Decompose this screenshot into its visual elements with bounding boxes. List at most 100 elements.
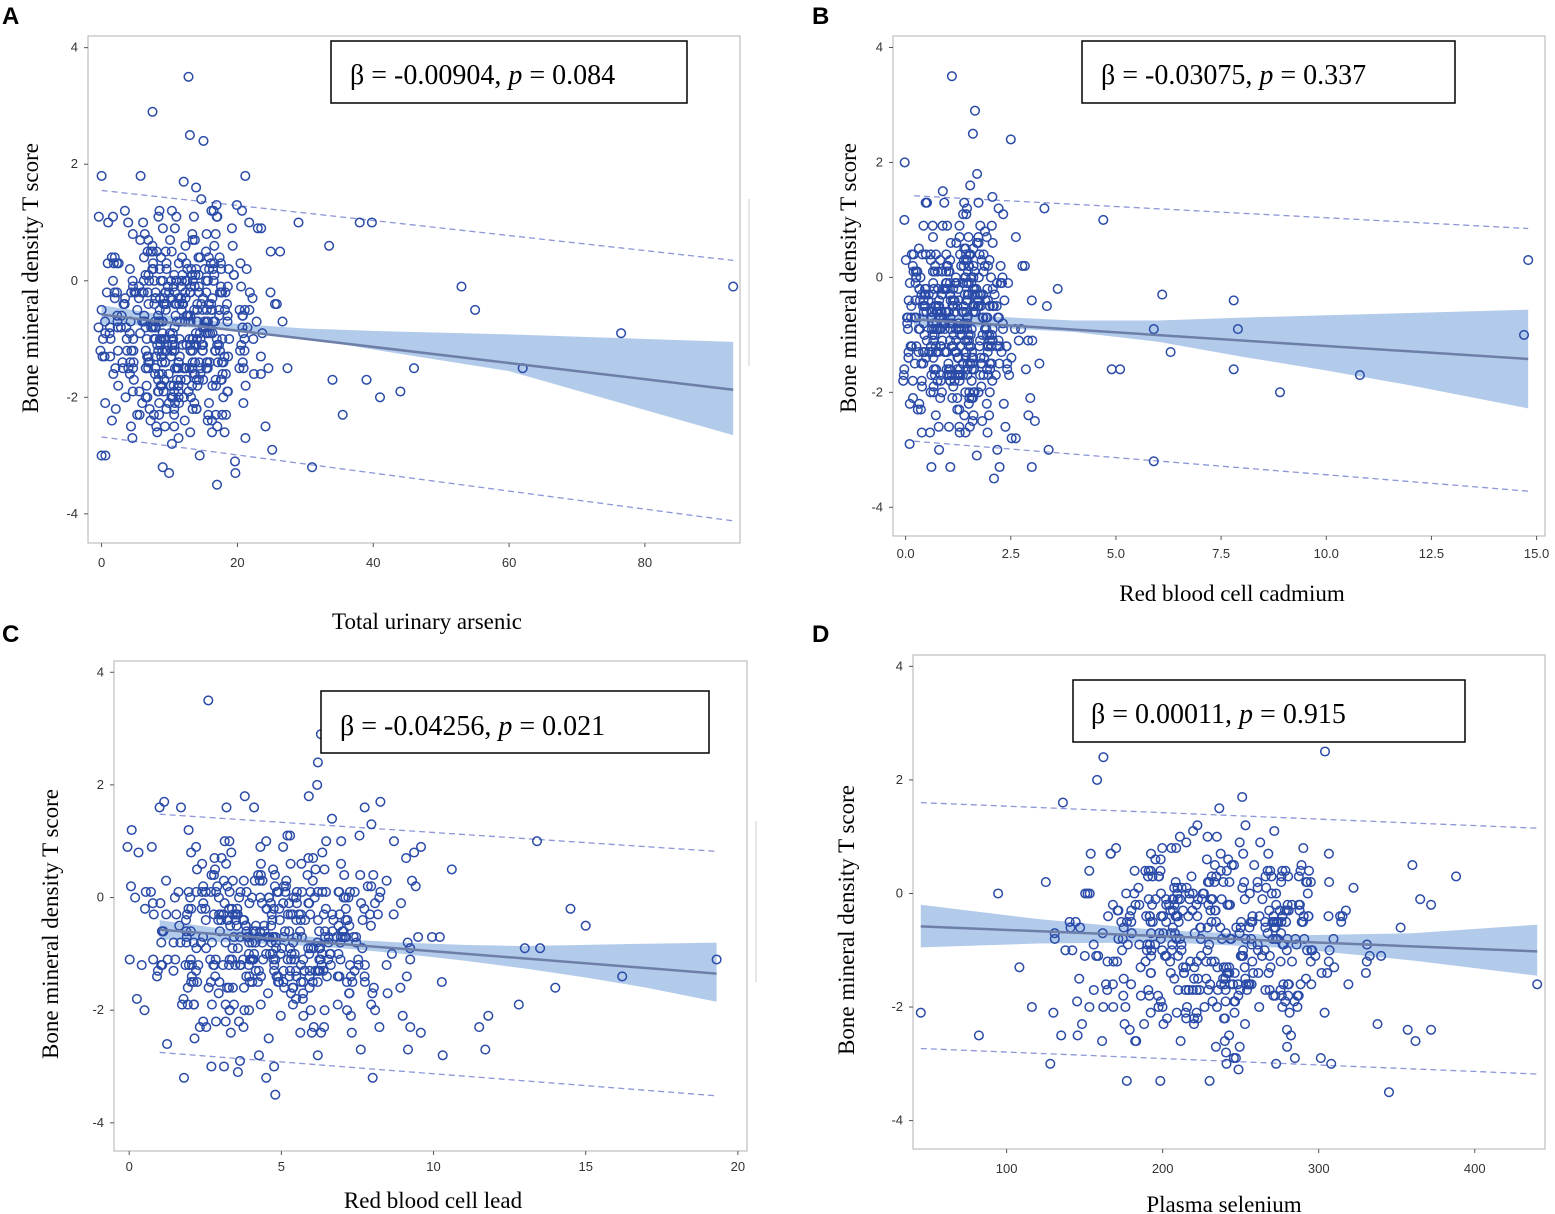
data-point [281, 875, 292, 886]
data-point [972, 289, 983, 300]
data-point [312, 779, 323, 790]
data-point [316, 1027, 327, 1038]
data-point [1039, 203, 1050, 214]
data-point [1145, 967, 1156, 979]
data-point [1302, 888, 1313, 899]
data-point [155, 275, 166, 286]
data-point [1206, 956, 1217, 967]
data-point [1271, 888, 1282, 899]
data-point [120, 392, 131, 403]
data-point [362, 881, 373, 892]
data-point [106, 252, 117, 263]
data-point [157, 357, 168, 368]
data-point [149, 275, 160, 286]
data-point [148, 909, 159, 920]
data-point [187, 234, 198, 246]
data-point [939, 324, 950, 335]
data-point [309, 892, 320, 903]
data-point [992, 444, 1003, 455]
data-point [984, 358, 995, 369]
data-point [355, 1044, 366, 1055]
data-point [1315, 1053, 1326, 1064]
data-point [1239, 962, 1250, 973]
data-point [1236, 916, 1247, 927]
data-point [1195, 922, 1206, 933]
data-point [184, 130, 195, 141]
data-point [1076, 1019, 1088, 1030]
data-point [240, 380, 251, 391]
data-point [127, 386, 138, 397]
data-point [960, 352, 971, 363]
data-point [1023, 410, 1034, 421]
data-point [175, 937, 186, 948]
data-point [211, 199, 222, 211]
data-point [261, 836, 272, 847]
data-point [152, 427, 163, 438]
data-point [1064, 916, 1075, 927]
data-point [262, 988, 274, 999]
data-point [99, 351, 110, 362]
data-point [296, 858, 307, 869]
data-point [1169, 899, 1180, 910]
data-point [1201, 973, 1212, 984]
data-point [1239, 894, 1250, 905]
data-point [1157, 1001, 1168, 1013]
data-point [926, 324, 938, 335]
data-point [910, 295, 921, 306]
data-point [196, 299, 207, 310]
prediction-limit-upper [913, 195, 1529, 230]
data-point [1298, 843, 1309, 854]
regression-line [920, 925, 1538, 953]
data-point [1116, 916, 1127, 927]
data-point [939, 197, 950, 208]
data-point [617, 971, 628, 982]
data-point [249, 802, 260, 813]
data-point [263, 1033, 274, 1044]
data-point [261, 903, 272, 914]
data-point [1183, 984, 1194, 996]
data-point [1319, 746, 1331, 757]
y-tick-label: 4 [97, 664, 104, 679]
data-point [146, 841, 157, 852]
data-point [1072, 996, 1083, 1007]
data-point [200, 915, 211, 926]
data-point [304, 971, 315, 982]
data-point [915, 404, 926, 415]
data-point [303, 898, 314, 909]
data-point [395, 898, 407, 909]
data-point [158, 386, 169, 397]
data-point [1121, 1075, 1132, 1086]
data-point [937, 335, 948, 346]
data-point [1029, 416, 1040, 427]
data-point [181, 310, 192, 321]
data-point [436, 976, 447, 988]
data-point [1144, 911, 1155, 922]
data-point [104, 328, 115, 339]
data-point [1523, 255, 1534, 266]
data-point [302, 869, 313, 881]
data-point [1126, 928, 1137, 939]
data-point [930, 249, 941, 260]
stat-label: β = -0.00904, p = 0.084 [350, 60, 615, 91]
data-point [1169, 973, 1180, 984]
x-axis-title: Red blood cell cadmium [1119, 581, 1345, 606]
data-point [1224, 877, 1235, 888]
data-point [903, 347, 914, 358]
data-point [1264, 950, 1275, 961]
data-point [248, 368, 259, 380]
data-point [1148, 324, 1159, 335]
data-point [1145, 950, 1157, 961]
data-point [291, 892, 302, 903]
panel-b: B Red blood cell cadmium Bone mineral de… [812, 3, 1549, 606]
data-point [171, 316, 182, 327]
data-point [1323, 848, 1334, 859]
data-point [1043, 444, 1054, 455]
data-point [913, 347, 924, 358]
data-point [157, 368, 168, 380]
data-point [944, 278, 955, 289]
data-point [251, 316, 262, 327]
y-tick-label: 0 [876, 269, 883, 284]
data-point [156, 960, 167, 971]
data-point [1451, 871, 1462, 882]
data-point [1360, 967, 1371, 979]
